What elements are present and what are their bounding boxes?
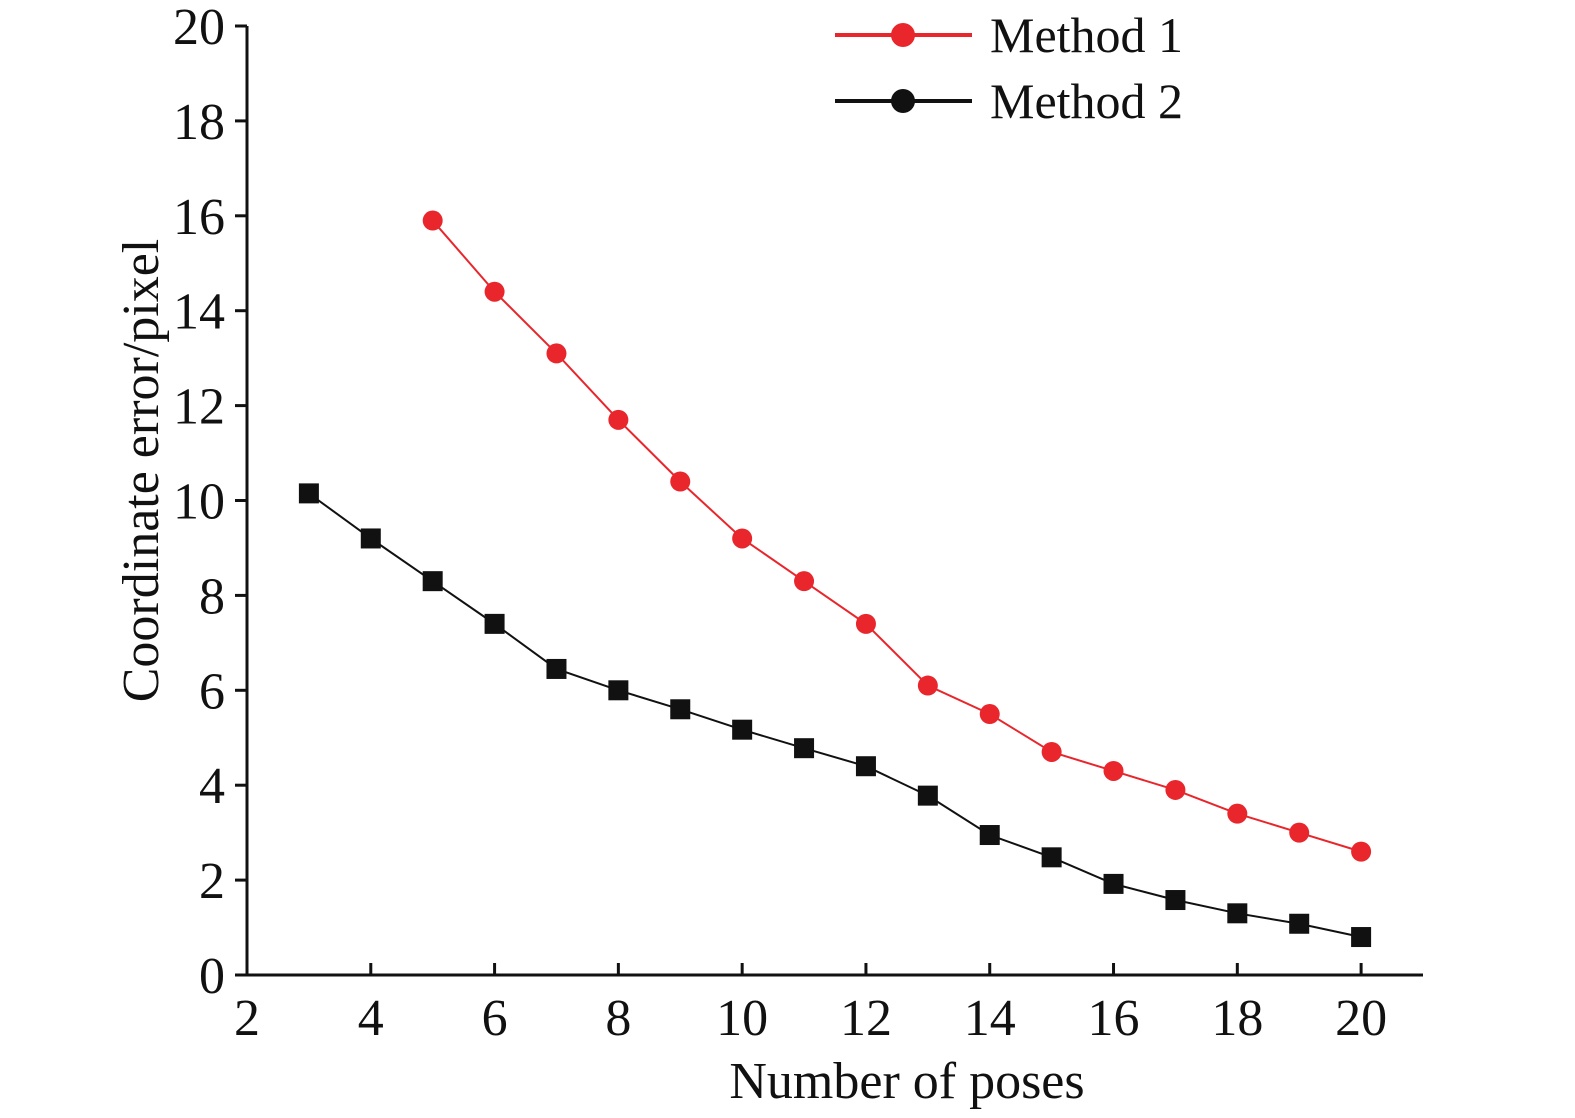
y-tick-label: 18 (173, 94, 225, 151)
data-point (917, 785, 938, 806)
legend-entry: Method 2 (835, 73, 1183, 129)
data-point (917, 675, 938, 696)
series-method-1 (422, 210, 1372, 862)
data-point (298, 483, 319, 504)
data-point (794, 571, 815, 592)
data-point (855, 756, 876, 777)
legend-label: Method 2 (990, 73, 1183, 129)
plot-series (298, 210, 1372, 948)
data-point (670, 471, 691, 492)
data-point (1041, 847, 1062, 868)
series-line (308, 492, 1362, 939)
data-point (608, 409, 629, 430)
data-point (422, 210, 443, 231)
x-axis-title: Number of poses (729, 1053, 1084, 1110)
data-point (484, 613, 505, 634)
data-point (1227, 903, 1248, 924)
y-tick-label: 16 (173, 189, 225, 246)
x-tick-label: 12 (840, 990, 892, 1047)
data-point (855, 613, 876, 634)
x-tick-label: 6 (482, 990, 508, 1047)
y-tick-label: 14 (173, 284, 225, 341)
data-point (794, 738, 815, 759)
data-point (1351, 841, 1372, 862)
x-tick-label: 4 (358, 990, 384, 1047)
legend-marker (891, 89, 915, 113)
data-point (1165, 779, 1186, 800)
data-point (979, 825, 1000, 846)
data-point (1103, 760, 1124, 781)
data-point (360, 528, 381, 549)
y-axis-title: Coordinate error/pixel (113, 239, 170, 703)
data-point (979, 704, 1000, 725)
legend-label: Method 1 (990, 7, 1183, 63)
data-point (608, 680, 629, 701)
x-tick-label: 10 (716, 990, 768, 1047)
data-point (732, 719, 753, 740)
x-tick-label: 2 (234, 990, 260, 1047)
y-tick-label: 2 (199, 853, 225, 910)
data-point (732, 528, 753, 549)
series-method-2 (298, 483, 1372, 948)
data-point (1351, 927, 1372, 948)
legend: Method 1 Method 2 (835, 7, 1183, 129)
series-line (431, 219, 1362, 853)
legend-marker (891, 23, 915, 47)
data-point (1103, 873, 1124, 894)
data-point (1289, 913, 1310, 934)
y-tick-label: 20 (173, 0, 225, 56)
data-point (1289, 822, 1310, 843)
y-tick-label: 10 (173, 474, 225, 531)
y-tick-label: 4 (199, 758, 225, 815)
data-point (1165, 890, 1186, 911)
data-point (546, 343, 567, 364)
y-tick-label: 12 (173, 379, 225, 436)
y-tick-label: 6 (199, 663, 225, 720)
legend-entry: Method 1 (835, 7, 1183, 63)
data-point (1041, 741, 1062, 762)
x-tick-label: 16 (1088, 990, 1140, 1047)
data-point (1227, 803, 1248, 824)
data-point (422, 571, 443, 592)
x-tick-label: 8 (605, 990, 631, 1047)
x-tick-label: 14 (964, 990, 1016, 1047)
data-point (484, 281, 505, 302)
data-point (670, 699, 691, 720)
x-tick-label: 18 (1211, 990, 1263, 1047)
data-point (546, 658, 567, 679)
y-tick-label: 8 (199, 568, 225, 625)
y-tick-label: 0 (199, 948, 225, 1005)
x-tick-label: 20 (1335, 990, 1387, 1047)
